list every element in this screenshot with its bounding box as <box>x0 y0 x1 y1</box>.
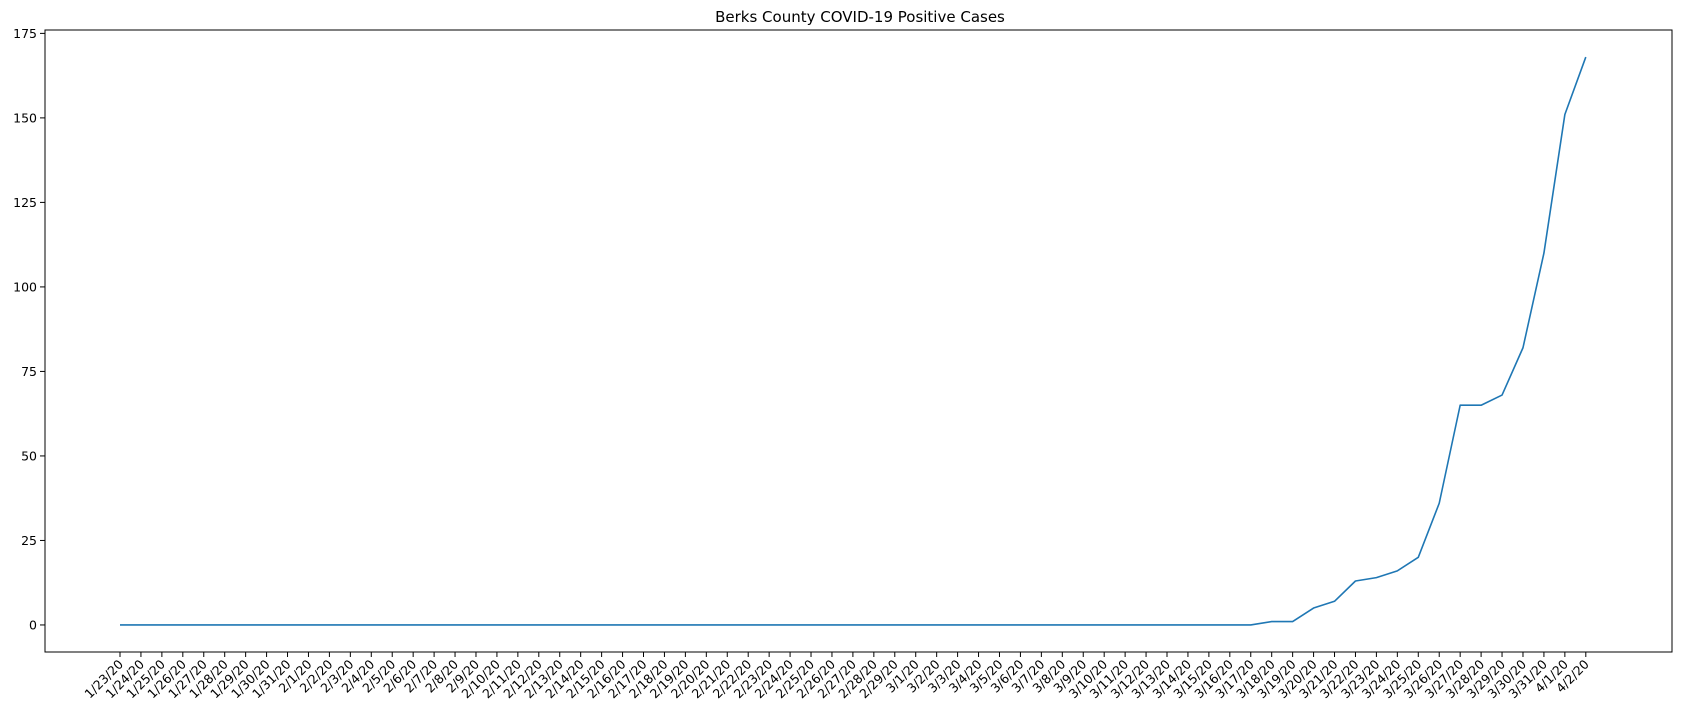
y-tick-label: 150 <box>13 110 37 125</box>
y-tick-label: 25 <box>21 533 37 548</box>
y-axis: 0 25 50 75 100 125 150 175 <box>13 26 45 632</box>
y-tick-label: 75 <box>21 364 37 379</box>
y-tick-label: 0 <box>29 617 37 632</box>
plot-area <box>44 29 1673 653</box>
y-tick-label: 100 <box>13 279 37 294</box>
chart-title: Berks County COVID-19 Positive Cases <box>715 8 1005 26</box>
y-tick-label: 50 <box>21 448 37 463</box>
series-layer <box>119 56 1587 626</box>
y-tick-label: 175 <box>13 26 37 41</box>
x-axis: 1/23/201/24/201/25/201/26/201/27/201/28/… <box>81 652 1592 701</box>
y-tick-label: 125 <box>13 195 37 210</box>
series-line <box>120 56 1587 626</box>
